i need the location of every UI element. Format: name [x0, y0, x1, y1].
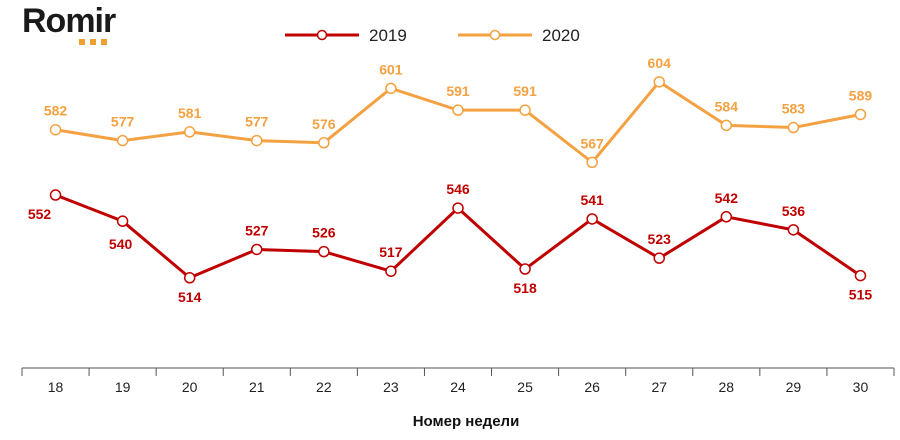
data-label-2019: 518: [513, 280, 537, 296]
legend: 2019 2020: [285, 26, 580, 45]
data-point-2020: [318, 137, 330, 149]
data-label-2020: 604: [648, 55, 672, 71]
data-point-2020: [452, 104, 464, 116]
data-label-2019: 546: [446, 181, 470, 197]
data-point-2020: [385, 82, 397, 95]
x-tick-label: 21: [249, 379, 265, 395]
x-tick-label: 28: [719, 379, 735, 395]
data-label-2019: 542: [715, 190, 739, 206]
data-label-2020: 601: [379, 61, 403, 77]
x-tick-label: 24: [450, 379, 466, 395]
data-labels: 552 540 514 527 526 517 546 518 541 523 542 536 515 5…: [28, 55, 872, 305]
data-label-2019: 517: [379, 244, 403, 260]
legend-label-2020: 2020: [542, 26, 580, 45]
data-point-2020: [586, 156, 598, 169]
romir-logo: Romir: [22, 2, 162, 52]
data-label-2020: 582: [44, 103, 68, 119]
data-label-2019: 526: [312, 225, 336, 241]
data-point-2020: [183, 126, 196, 138]
data-label-2020: 591: [446, 83, 470, 99]
x-tick-label: 27: [651, 379, 667, 395]
data-label-2020: 581: [178, 105, 202, 121]
legend-label-2019: 2019: [369, 26, 407, 45]
data-point-2020: [251, 134, 263, 147]
data-point-2020: [854, 108, 867, 121]
data-point-2020: [116, 134, 129, 147]
data-label-2019: 514: [178, 289, 202, 305]
data-point-2019: [854, 269, 867, 282]
data-label-2020: 567: [580, 135, 604, 151]
x-tick-label: 19: [115, 379, 131, 395]
data-point-2020: [787, 121, 800, 134]
data-point-2019: [720, 211, 733, 223]
x-tick-label: 30: [853, 379, 869, 395]
data-point-2019: [787, 224, 800, 236]
data-label-2019: 540: [109, 236, 133, 252]
data-point-2019: [183, 272, 196, 284]
data-point-2019: [519, 263, 531, 275]
data-label-2019: 536: [782, 203, 806, 219]
logo-text: Romir: [22, 2, 116, 40]
x-tick-label: 29: [786, 379, 802, 395]
data-point-2019: [251, 243, 263, 256]
data-point-2019: [318, 245, 330, 258]
data-point-2019: [385, 265, 397, 277]
legend-marker-2020: [489, 29, 501, 41]
data-point-2020: [519, 104, 531, 116]
data-label-2020: 584: [715, 98, 739, 114]
x-axis-title: Номер недели: [413, 413, 520, 430]
x-tick-label: 20: [182, 379, 198, 395]
logo-dots: [79, 39, 107, 45]
data-label-2020: 576: [312, 116, 336, 132]
data-label-2019: 515: [849, 287, 873, 303]
data-label-2020: 589: [849, 87, 873, 103]
data-point-2020: [49, 123, 62, 136]
legend-marker-2019: [316, 29, 328, 41]
data-point-2020: [720, 119, 733, 132]
data-label-2019: 541: [580, 192, 604, 208]
x-tick-label: 18: [48, 379, 64, 395]
data-label-2020: 583: [782, 101, 806, 117]
data-label-2019: 552: [28, 206, 52, 222]
data-point-2019: [116, 215, 129, 227]
data-label-2020: 577: [245, 114, 269, 130]
data-label-2019: 523: [648, 231, 672, 247]
x-tick-label: 25: [517, 379, 533, 395]
data-point-2019: [452, 202, 464, 214]
x-tick-label: 26: [584, 379, 600, 395]
x-tick-label: 23: [383, 379, 399, 395]
data-point-2020: [653, 76, 665, 88]
x-axis: 18 19 20 21 22 23 24 25 26 27 28 29 30: [21, 367, 895, 395]
data-label-2020: 577: [111, 114, 135, 130]
data-label-2019: 527: [245, 222, 269, 238]
data-point-2019: [49, 189, 62, 201]
data-points: [49, 76, 867, 284]
data-point-2019: [653, 252, 665, 264]
data-label-2020: 591: [513, 83, 537, 99]
data-point-2019: [586, 213, 598, 225]
x-tick-label: 22: [316, 379, 332, 395]
